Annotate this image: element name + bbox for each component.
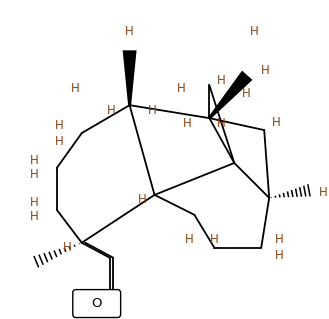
Polygon shape <box>123 50 137 105</box>
Text: H: H <box>176 82 185 95</box>
Text: H: H <box>319 186 328 199</box>
Text: H: H <box>71 82 80 95</box>
Text: H: H <box>147 104 156 117</box>
Text: H: H <box>125 26 134 38</box>
Text: H: H <box>217 74 226 87</box>
Text: H: H <box>30 154 39 167</box>
Text: H: H <box>275 233 284 246</box>
Text: H: H <box>210 233 219 246</box>
Text: H: H <box>183 117 191 130</box>
Text: H: H <box>30 210 39 223</box>
Text: H: H <box>242 87 251 100</box>
Polygon shape <box>208 70 252 119</box>
Text: H: H <box>138 193 146 206</box>
FancyBboxPatch shape <box>73 290 121 317</box>
Text: H: H <box>185 233 194 246</box>
Text: H: H <box>55 135 64 148</box>
Text: H: H <box>63 241 72 254</box>
Text: H: H <box>217 117 226 130</box>
Text: H: H <box>30 168 39 182</box>
Text: H: H <box>250 26 259 38</box>
Text: H: H <box>272 115 281 129</box>
Text: H: H <box>107 104 116 117</box>
Text: H: H <box>275 249 284 262</box>
Text: H: H <box>30 197 39 209</box>
Text: H: H <box>55 119 64 132</box>
Text: O: O <box>91 297 102 310</box>
Text: H: H <box>261 64 270 77</box>
